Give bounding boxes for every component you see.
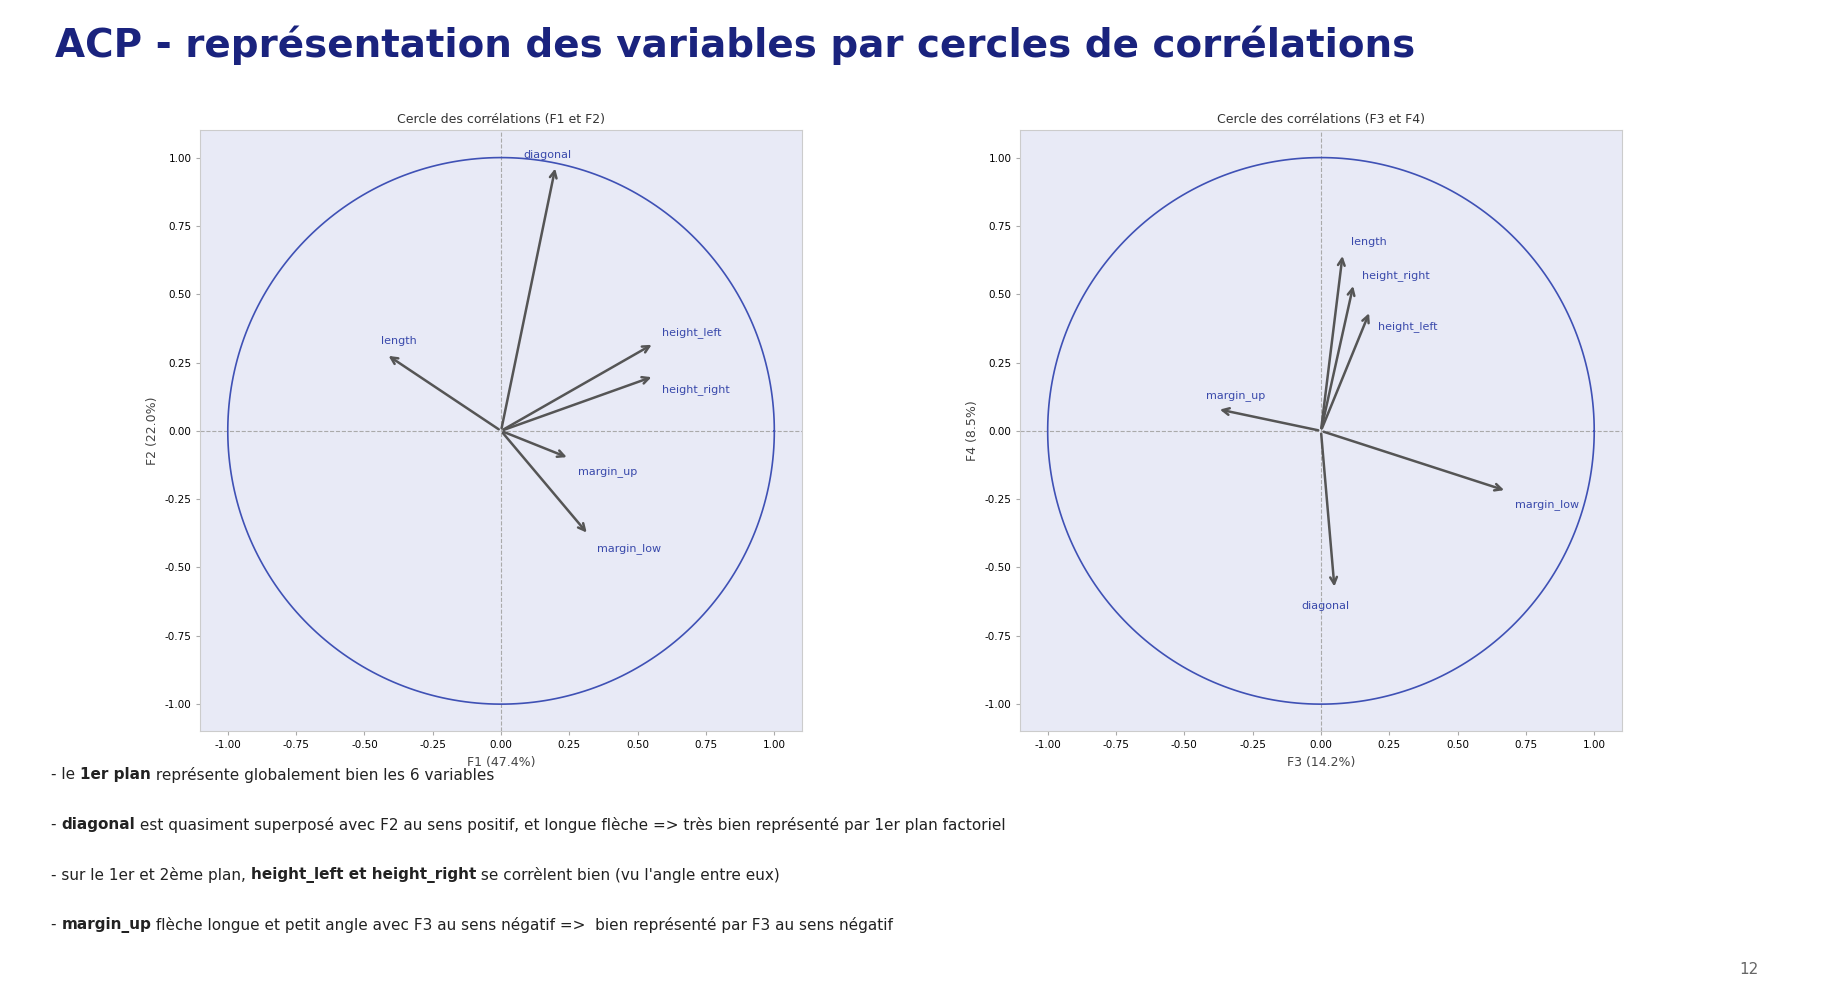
Text: margin_up: margin_up: [1206, 390, 1266, 401]
Text: margin_low: margin_low: [596, 543, 661, 554]
Text: ACP - représentation des variables par cercles de corrélations: ACP - représentation des variables par c…: [55, 25, 1416, 64]
Text: - le: - le: [51, 767, 80, 782]
Text: height_left: height_left: [661, 327, 722, 338]
Text: 12: 12: [1738, 962, 1758, 977]
Text: 1er plan: 1er plan: [80, 767, 151, 782]
Y-axis label: F4 (8.5%): F4 (8.5%): [966, 401, 978, 461]
Text: length: length: [381, 336, 417, 346]
Text: -: -: [51, 817, 62, 832]
Text: height_right: height_right: [1361, 270, 1430, 281]
X-axis label: F3 (14.2%): F3 (14.2%): [1286, 757, 1356, 770]
Text: diagonal: diagonal: [62, 817, 135, 832]
Text: représente globalement bien les 6 variables: représente globalement bien les 6 variab…: [151, 767, 494, 783]
Title: Cercle des corrélations (F3 et F4): Cercle des corrélations (F3 et F4): [1217, 113, 1425, 126]
Text: diagonal: diagonal: [523, 150, 570, 160]
Text: height_left et height_right: height_left et height_right: [251, 867, 476, 883]
Y-axis label: F2 (22.0%): F2 (22.0%): [146, 397, 159, 465]
Text: margin_up: margin_up: [62, 917, 151, 933]
Text: diagonal: diagonal: [1303, 601, 1350, 611]
Text: -: -: [51, 917, 62, 932]
Text: length: length: [1350, 237, 1387, 247]
Text: flèche longue et petit angle avec F3 au sens négatif =>  bien représenté par F3 : flèche longue et petit angle avec F3 au …: [151, 917, 893, 933]
Title: Cercle des corrélations (F1 et F2): Cercle des corrélations (F1 et F2): [397, 113, 605, 126]
Text: margin_low: margin_low: [1514, 499, 1580, 510]
X-axis label: F1 (47.4%): F1 (47.4%): [466, 757, 536, 770]
Text: se corrèlent bien (vu l'angle entre eux): se corrèlent bien (vu l'angle entre eux): [476, 867, 780, 883]
Text: - sur le 1er et 2ème plan,: - sur le 1er et 2ème plan,: [51, 867, 251, 883]
Text: margin_up: margin_up: [578, 466, 638, 477]
Text: height_left: height_left: [1377, 322, 1438, 333]
Text: est quasiment superposé avec F2 au sens positif, et longue flèche => très bien r: est quasiment superposé avec F2 au sens …: [135, 817, 1006, 833]
Text: height_right: height_right: [661, 385, 731, 396]
